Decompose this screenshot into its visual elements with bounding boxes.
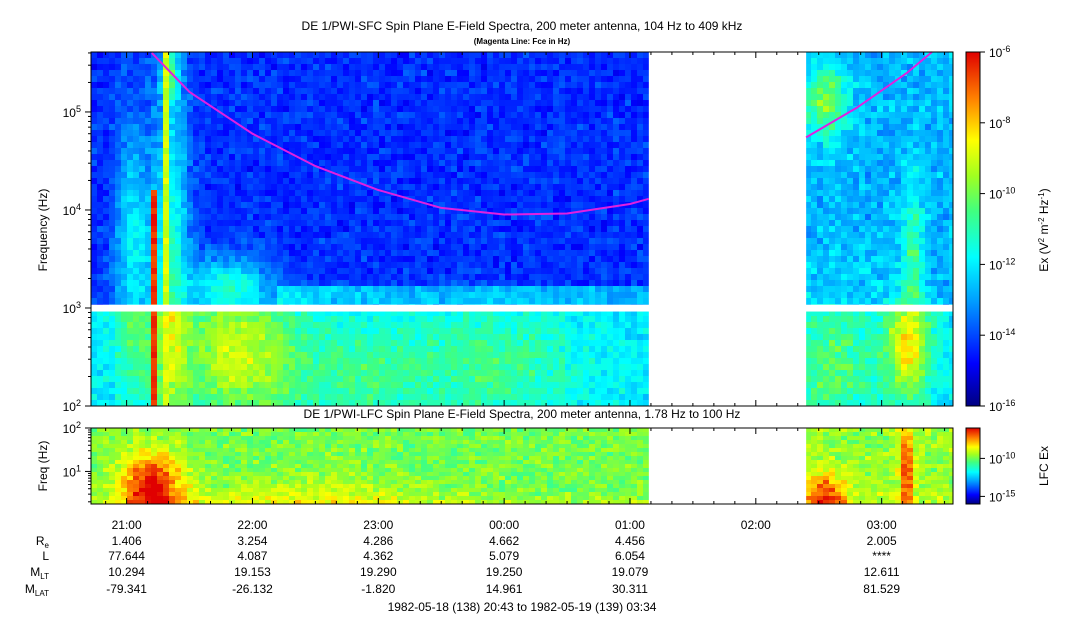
data-gap: [648, 428, 807, 504]
ephemeris-value: 4.087: [237, 549, 267, 563]
bottom-chart-title: DE 1/PWI-LFC Spin Plane E-Field Spectra,…: [304, 407, 741, 421]
time-axis: 21:00 22:00 23:00 00:00 01:00 02:00 03:00: [105, 52, 946, 532]
top-colorbar: 10-6 10-8 10-10 10-12 10-14 10-16: [965, 44, 1015, 414]
top-y-tick-label: 105: [63, 104, 81, 120]
bottom-y-axis-label: Freq (Hz): [36, 441, 50, 492]
top-y-tick-label: 103: [63, 300, 81, 316]
bottom-y-tick-label: 101: [63, 463, 81, 479]
bottom-spectrogram: 101 102: [63, 420, 954, 505]
ephemeris-value: 4.662: [489, 534, 519, 548]
ephemeris-value: -79.341: [106, 582, 147, 596]
top-chart-title: DE 1/PWI-SFC Spin Plane E-Field Spectra,…: [302, 19, 743, 33]
ephemeris-value: 19.250: [486, 565, 523, 579]
colorbar-tick-label: 10-6: [989, 44, 1010, 60]
colorbar-tick-label: 10-8: [989, 115, 1010, 131]
top-y-tick-label: 102: [63, 398, 81, 414]
ephemeris-value: ****: [872, 549, 891, 563]
bottom-colorbar-label: LFC Ex: [1037, 446, 1051, 486]
ephemeris-value: 19.290: [360, 565, 397, 579]
ephemeris-value: 4.362: [363, 549, 393, 563]
time-tick-label: 00:00: [489, 518, 519, 532]
top-y-axis-label: Frequency (Hz): [36, 189, 50, 272]
top-spectrogram: 102 103 104 105: [63, 51, 954, 414]
ephemeris-value: 81.529: [863, 582, 900, 596]
time-tick-label: 02:00: [741, 518, 771, 532]
time-tick-label: 21:00: [112, 518, 142, 532]
ephemeris-value: 2.005: [867, 534, 897, 548]
ephemeris-value: 19.079: [612, 565, 649, 579]
band-gap: [91, 304, 953, 312]
ephemeris-value: 14.961: [486, 582, 523, 596]
bottom-y-tick-label: 102: [63, 420, 81, 436]
time-tick-label: 03:00: [867, 518, 897, 532]
ephemeris-value: 12.611: [864, 565, 900, 579]
colorbar-tick-label: 10-10: [989, 450, 1015, 466]
top-chart-subtitle: (Magenta Line: Fce in Hz): [474, 37, 571, 46]
ephemeris-value: 10.294: [108, 565, 145, 579]
ephemeris-row-label: Re: [36, 534, 50, 550]
ephemeris-value: 6.054: [615, 549, 645, 563]
bottom-colorbar: 10-10 10-15: [965, 427, 1015, 505]
time-tick-label: 22:00: [237, 518, 267, 532]
colorbar-tick-label: 10-10: [989, 186, 1015, 202]
ephemeris-value: -1.820: [361, 582, 395, 596]
ephemeris-value: 3.254: [237, 534, 267, 548]
time-tick-label: 23:00: [363, 518, 393, 532]
ephemeris-value: 30.311: [612, 582, 648, 596]
ephemeris-table: Re 1.406 3.254 4.286 4.662 4.456 2.005 L 77.644 4…: [25, 534, 900, 598]
time-tick-label: 01:00: [615, 518, 645, 532]
ephemeris-value: 4.286: [363, 534, 393, 548]
ephemeris-row-label: MLAT: [25, 582, 49, 598]
colorbar-tick-label: 10-14: [989, 327, 1015, 343]
ephemeris-value: 77.644: [108, 549, 145, 563]
colorbar-tick-label: 10-15: [989, 488, 1015, 504]
ephemeris-value: 4.456: [615, 534, 645, 548]
top-y-tick-label: 104: [63, 202, 81, 218]
ephemeris-value: 19.153: [234, 565, 271, 579]
data-gap: [648, 52, 807, 406]
ephemeris-value: 5.079: [489, 549, 519, 563]
fce-line: [151, 51, 933, 216]
ephemeris-value: 1.406: [112, 534, 142, 548]
colorbar-tick-label: 10-16: [989, 398, 1015, 414]
ephemeris-row-label: L: [42, 549, 49, 563]
ephemeris-row-label: MLT: [30, 565, 49, 581]
time-range-label: 1982-05-18 (138) 20:43 to 1982-05-19 (13…: [388, 600, 657, 614]
top-colorbar-label: Ex (V2 m-2 Hz-1): [1037, 188, 1051, 271]
colorbar-tick-label: 10-12: [989, 256, 1015, 272]
ephemeris-value: -26.132: [232, 582, 273, 596]
